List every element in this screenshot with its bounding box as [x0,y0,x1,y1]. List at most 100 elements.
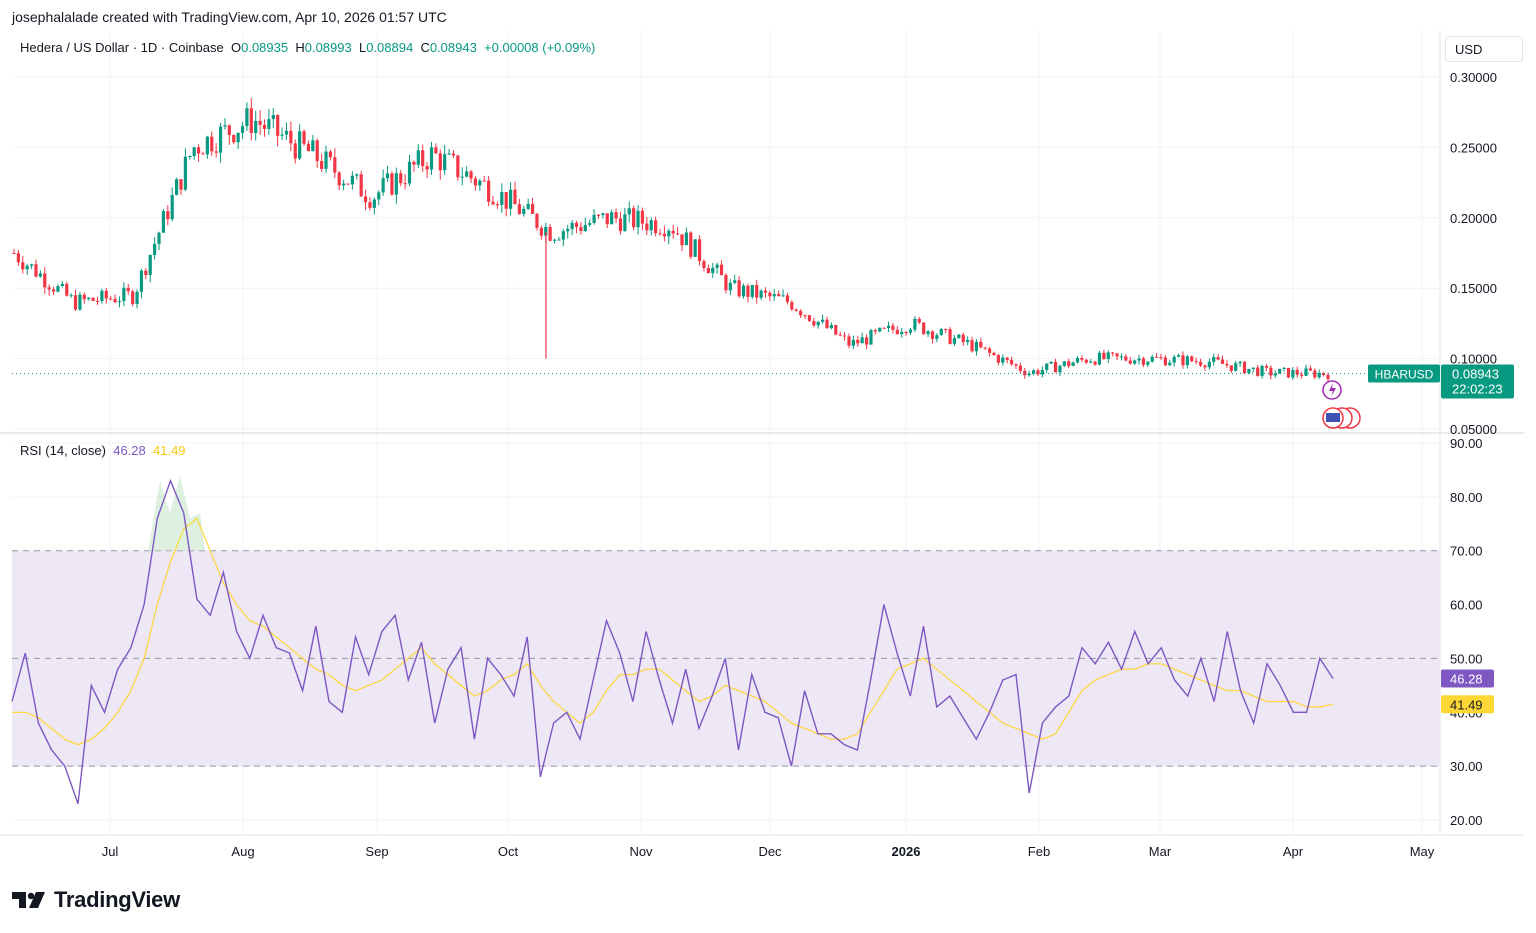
candle-body [781,295,785,297]
candle-body [886,325,891,329]
candle-body [1058,365,1062,373]
candle-body [1264,365,1269,368]
candle-body [706,268,710,274]
event-icons[interactable] [1322,380,1361,429]
candle-body [1128,360,1132,364]
rsi-legend-value: 46.28 [113,443,146,458]
candle-body [1111,352,1115,354]
candle-body [51,289,56,292]
candle-body [829,325,834,329]
candle-body [693,239,697,257]
candle-body [645,223,649,231]
candle-body [574,222,579,227]
candle-body [1326,374,1330,380]
candle-body [530,203,535,214]
rsi-label[interactable]: RSI (14, close) [20,443,106,458]
candle-body [394,173,398,195]
candle-body [1304,368,1308,376]
candle-body [324,151,328,169]
candle-body [47,287,51,290]
time-tick-label: Jul [102,844,119,859]
candle-body [908,329,913,333]
time-tick-label: Nov [629,844,653,859]
candle-body [29,264,34,266]
candle-body [535,213,539,228]
price-axis[interactable]: 0.30000 0.25000 0.20000 0.15000 0.10000 0.050… [1450,70,1497,437]
countdown-text: 22:02:23 [1452,381,1503,396]
candle-body [539,227,543,236]
open-value: 0.08935 [241,40,289,55]
candle-body [1124,356,1128,361]
candle-body [337,172,341,186]
candle-body [306,143,311,152]
candle-body [1286,367,1291,378]
candle-body [807,315,812,322]
time-tick-label: Mar [1149,844,1172,859]
tradingview-logo[interactable]: TradingView [12,884,180,916]
candle-body [249,108,253,133]
price-candles [12,98,1330,383]
rsi-ma-tag-text: 41.49 [1450,697,1483,712]
candle-body [1163,357,1167,366]
candle-body [1212,357,1216,362]
candle-body [451,153,456,156]
candle-body [561,231,565,240]
candle-body [429,147,434,170]
candle-body [293,143,297,159]
candle-body [73,295,78,310]
candle-body [280,134,284,136]
price-tick-label: 0.30000 [1450,70,1497,85]
candle-body [333,157,337,173]
candle-body [812,321,816,326]
candle-body [412,161,416,165]
candle-body [1181,355,1185,366]
candle-body [16,253,20,263]
candle-body [1093,361,1097,365]
currency-button[interactable]: USD [1445,36,1523,62]
candle-body [1089,361,1093,363]
lightning-icon-glyph [1329,383,1336,397]
candle-body [737,280,741,297]
candle-body [856,339,860,344]
close-label: C [420,40,430,55]
candle-body [610,212,614,225]
candle-body [135,291,139,305]
candle-body [728,282,732,291]
candle-body [1080,358,1084,360]
candle-body [144,270,148,276]
candle-body [570,222,574,230]
candle-body [192,147,196,156]
candle-body [697,239,702,262]
candle-body [139,270,144,292]
candle-body [69,295,73,297]
candle-body [390,173,394,195]
price-tick-label: 0.20000 [1450,211,1497,226]
candle-body [596,214,601,216]
candle-body [847,336,851,346]
candle-body [544,226,548,236]
candle-body [1225,363,1229,366]
candle-body [434,147,438,154]
candle-body [346,183,350,185]
symbol-name[interactable]: Hedera / US Dollar · 1D · Coinbase [20,40,224,55]
candle-body [276,115,280,136]
candle-body [869,330,873,345]
candle-body [851,339,855,346]
change-value: +0.00008 (+0.09%) [484,40,596,55]
candle-body [1207,361,1211,368]
candle-body [478,180,482,186]
chart-canvas[interactable]: 0.30000 0.25000 0.20000 0.15000 0.10000 0.050… [0,30,1536,870]
candle-body [566,229,570,232]
candle-body [1172,356,1176,363]
candle-body [588,222,592,225]
candle-body [930,331,935,339]
candle-body [680,234,684,246]
candle-body [43,273,47,288]
candle-body [1278,368,1282,374]
time-axis[interactable]: Jul Aug Sep Oct Nov Dec 2026 Feb Mar Apr May [102,844,1435,859]
candle-body [1256,367,1260,376]
candle-body [662,233,667,237]
price-legend: Hedera / US Dollar · 1D · Coinbase O0.08… [20,40,595,55]
candle-body [1049,361,1053,364]
